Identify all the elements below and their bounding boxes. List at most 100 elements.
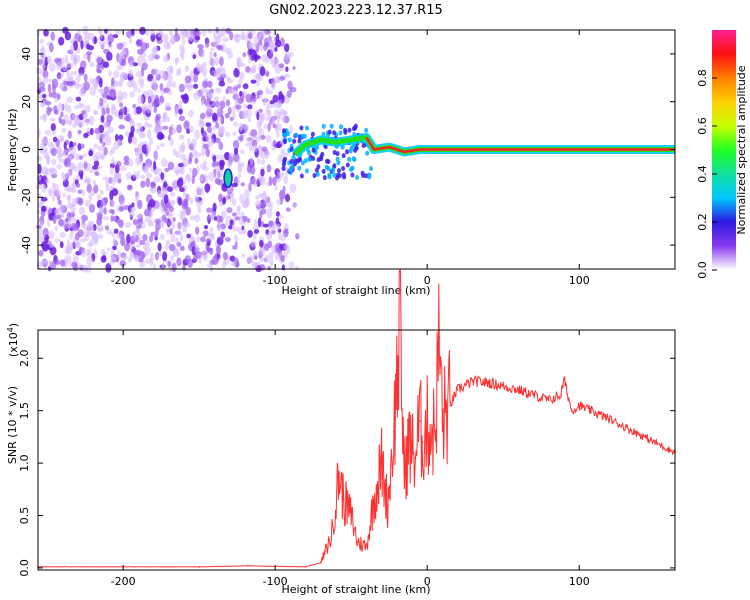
noise-speck bbox=[227, 51, 234, 59]
noise-speck bbox=[266, 134, 272, 144]
snr-point bbox=[434, 430, 436, 433]
y-tick-label: 1.5 bbox=[18, 402, 31, 420]
noise-speck bbox=[110, 215, 114, 222]
noise-speck bbox=[255, 135, 262, 143]
noise-speck bbox=[311, 156, 316, 161]
noise-speck bbox=[271, 229, 276, 235]
noise-speck bbox=[269, 53, 274, 58]
noise-speck bbox=[110, 177, 116, 186]
noise-speck bbox=[310, 131, 315, 137]
noise-speck bbox=[239, 125, 243, 130]
noise-speck bbox=[287, 137, 292, 143]
noise-speck bbox=[170, 232, 176, 243]
noise-speck bbox=[118, 206, 125, 212]
noise-speck bbox=[200, 87, 205, 97]
noise-speck bbox=[303, 158, 308, 164]
noise-speck bbox=[154, 235, 158, 241]
noise-speck bbox=[163, 112, 168, 119]
spectrogram-y-ticks: -40 -20 0 20 40 bbox=[20, 47, 675, 254]
snr-y-ticks: 0.0 0.5 1.0 1.5 2.0 bbox=[18, 350, 675, 577]
noise-speck bbox=[115, 81, 122, 87]
noise-speck bbox=[203, 225, 209, 230]
noise-speck bbox=[178, 134, 185, 141]
noise-speck bbox=[171, 262, 177, 273]
noise-speck bbox=[204, 183, 211, 193]
noise-speck bbox=[95, 55, 102, 64]
noise-speck bbox=[87, 223, 91, 233]
noise-speck bbox=[154, 85, 158, 93]
noise-speck bbox=[52, 215, 57, 224]
noise-speck bbox=[82, 153, 87, 158]
noise-speck bbox=[219, 126, 225, 135]
noise-speck bbox=[69, 163, 74, 170]
noise-speck bbox=[304, 168, 309, 174]
snr-point bbox=[548, 399, 550, 402]
snr-point bbox=[380, 462, 383, 464]
noise-speck bbox=[215, 45, 222, 50]
noise-speck bbox=[112, 237, 117, 246]
noise-speck bbox=[158, 250, 164, 257]
noise-speck bbox=[103, 86, 109, 94]
noise-speck bbox=[179, 29, 185, 36]
snr-point bbox=[560, 394, 562, 396]
noise-speck bbox=[137, 125, 144, 135]
noise-speck bbox=[93, 109, 97, 115]
noise-speck bbox=[157, 30, 164, 38]
noise-speck bbox=[191, 138, 197, 148]
noise-speck bbox=[68, 212, 75, 218]
noise-speck bbox=[189, 232, 193, 239]
snr-point bbox=[563, 378, 565, 381]
noise-speck bbox=[62, 151, 66, 157]
noise-speck bbox=[229, 219, 234, 226]
noise-speck bbox=[117, 95, 123, 104]
noise-speck bbox=[297, 165, 302, 171]
noise-speck bbox=[84, 104, 91, 113]
noise-speck bbox=[43, 259, 48, 265]
noise-speck bbox=[161, 261, 165, 271]
noise-speck bbox=[345, 162, 350, 168]
noise-speck bbox=[79, 118, 85, 128]
noise-speck bbox=[283, 175, 289, 185]
noise-speck bbox=[264, 149, 270, 160]
noise-speck bbox=[167, 220, 173, 226]
noise-speck bbox=[132, 103, 136, 109]
noise-speck bbox=[200, 236, 206, 243]
noise-speck bbox=[248, 182, 252, 192]
noise-speck bbox=[105, 263, 112, 273]
noise-speck bbox=[102, 132, 108, 141]
noise-speck bbox=[213, 36, 219, 43]
noise-speck bbox=[208, 91, 214, 99]
noise-speck bbox=[364, 173, 369, 179]
figure-title: GN02.2023.223.12.37.R15 bbox=[269, 3, 443, 18]
noise-speck bbox=[194, 157, 199, 164]
noise-speck bbox=[289, 51, 294, 58]
noise-speck bbox=[169, 65, 173, 74]
noise-speck bbox=[215, 57, 220, 66]
noise-speck bbox=[237, 172, 242, 180]
noise-speck bbox=[189, 197, 194, 205]
noise-speck bbox=[199, 173, 205, 182]
noise-speck bbox=[39, 115, 46, 120]
noise-speck bbox=[153, 176, 161, 183]
noise-speck bbox=[165, 239, 171, 245]
noise-speck bbox=[167, 134, 171, 141]
noise-speck bbox=[272, 103, 277, 108]
noise-speck bbox=[276, 198, 282, 206]
noise-speck bbox=[86, 43, 90, 50]
noise-speck bbox=[85, 119, 89, 126]
noise-speck bbox=[190, 241, 195, 248]
noise-speck bbox=[120, 236, 126, 247]
noise-speck bbox=[196, 186, 201, 194]
noise-speck bbox=[367, 174, 372, 180]
noise-speck bbox=[278, 63, 285, 69]
noise-speck bbox=[41, 241, 48, 250]
noise-speck bbox=[234, 234, 239, 242]
noise-speck bbox=[218, 141, 224, 150]
noise-speck bbox=[179, 245, 185, 251]
noise-speck bbox=[103, 121, 110, 127]
noise-speck bbox=[216, 168, 223, 178]
noise-speck bbox=[172, 217, 176, 222]
noise-speck bbox=[75, 116, 80, 127]
noise-speck bbox=[147, 129, 152, 139]
noise-speck bbox=[257, 177, 262, 182]
